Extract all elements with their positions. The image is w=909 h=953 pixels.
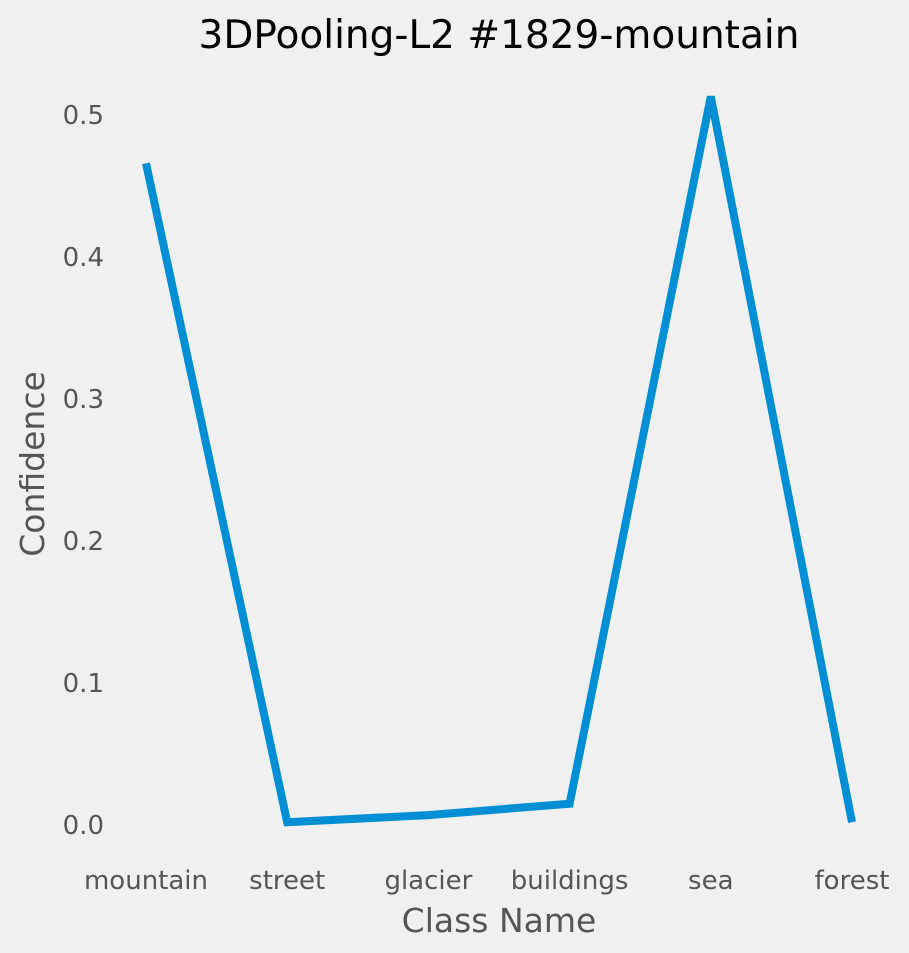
x-axis-label: Class Name	[402, 901, 597, 940]
x-tick-label: forest	[815, 866, 890, 896]
x-tick-labels: mountain street glacier buildings sea forest	[84, 866, 889, 896]
series-line	[142, 95, 856, 827]
y-tick-label: 0.0	[63, 811, 104, 841]
x-tick-label: sea	[688, 866, 733, 896]
y-tick-label: 0.4	[63, 243, 104, 273]
chart-title: 3DPooling-L2 #1829-mountain	[199, 13, 800, 58]
x-tick-label: glacier	[384, 866, 472, 896]
x-tick-label: mountain	[84, 866, 208, 896]
x-tick-label: buildings	[511, 866, 629, 896]
y-tick-label: 0.2	[63, 527, 104, 557]
y-tick-label: 0.3	[63, 385, 104, 415]
y-tick-label: 0.1	[63, 669, 104, 699]
y-tick-label: 0.5	[63, 101, 104, 131]
y-tick-labels: 0.0 0.1 0.2 0.3 0.4 0.5	[63, 101, 104, 841]
y-axis-label: Confidence	[13, 371, 52, 557]
x-tick-label: street	[249, 866, 325, 896]
series-layer	[142, 95, 856, 827]
